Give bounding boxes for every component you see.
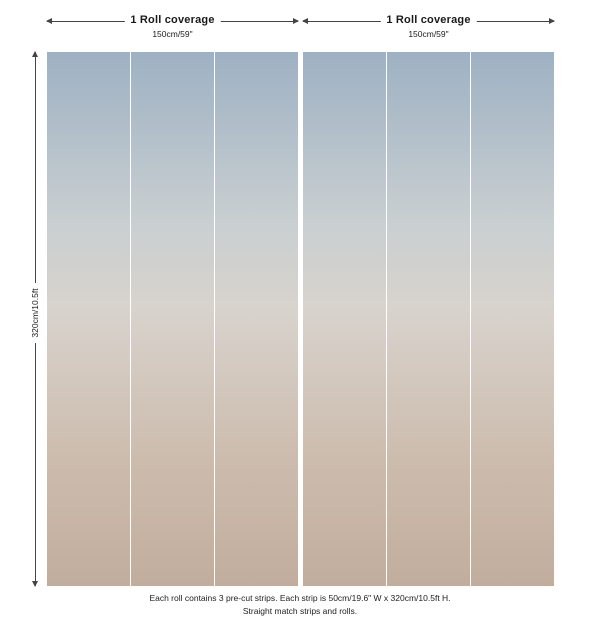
arrow-left-icon <box>46 18 52 24</box>
roll-1-strip-1 <box>47 52 130 586</box>
arrow-up-icon <box>32 51 38 57</box>
roll-1-width-label: 150cm/59" <box>152 29 193 39</box>
roll-2-strip-1 <box>303 52 386 586</box>
arrow-left-icon <box>302 18 308 24</box>
footer-line-2: Straight match strips and rolls. <box>242 606 358 616</box>
roll-1-strip-3 <box>214 52 298 586</box>
roll-2-width-label: 150cm/59" <box>408 29 449 39</box>
arrow-right-icon <box>549 18 555 24</box>
footer-line-1: Each roll contains 3 pre-cut strips. Eac… <box>149 593 451 603</box>
arrow-right-icon <box>293 18 299 24</box>
height-label: 320cm/10.5ft <box>28 283 42 343</box>
roll-1-coverage-label: 1 Roll coverage <box>124 14 221 26</box>
roll-1-dimension: 1 Roll coverage 150cm/59" <box>46 14 299 39</box>
roll-2-dimension: 1 Roll coverage 150cm/59" <box>302 14 555 39</box>
roll-2-strip-2 <box>386 52 470 586</box>
roll-2-panel <box>303 52 554 586</box>
roll-1-strip-2 <box>130 52 214 586</box>
roll-2-coverage-label: 1 Roll coverage <box>380 14 477 26</box>
roll-2-strip-3 <box>470 52 554 586</box>
arrow-down-icon <box>32 581 38 587</box>
roll-1-panel <box>47 52 298 586</box>
